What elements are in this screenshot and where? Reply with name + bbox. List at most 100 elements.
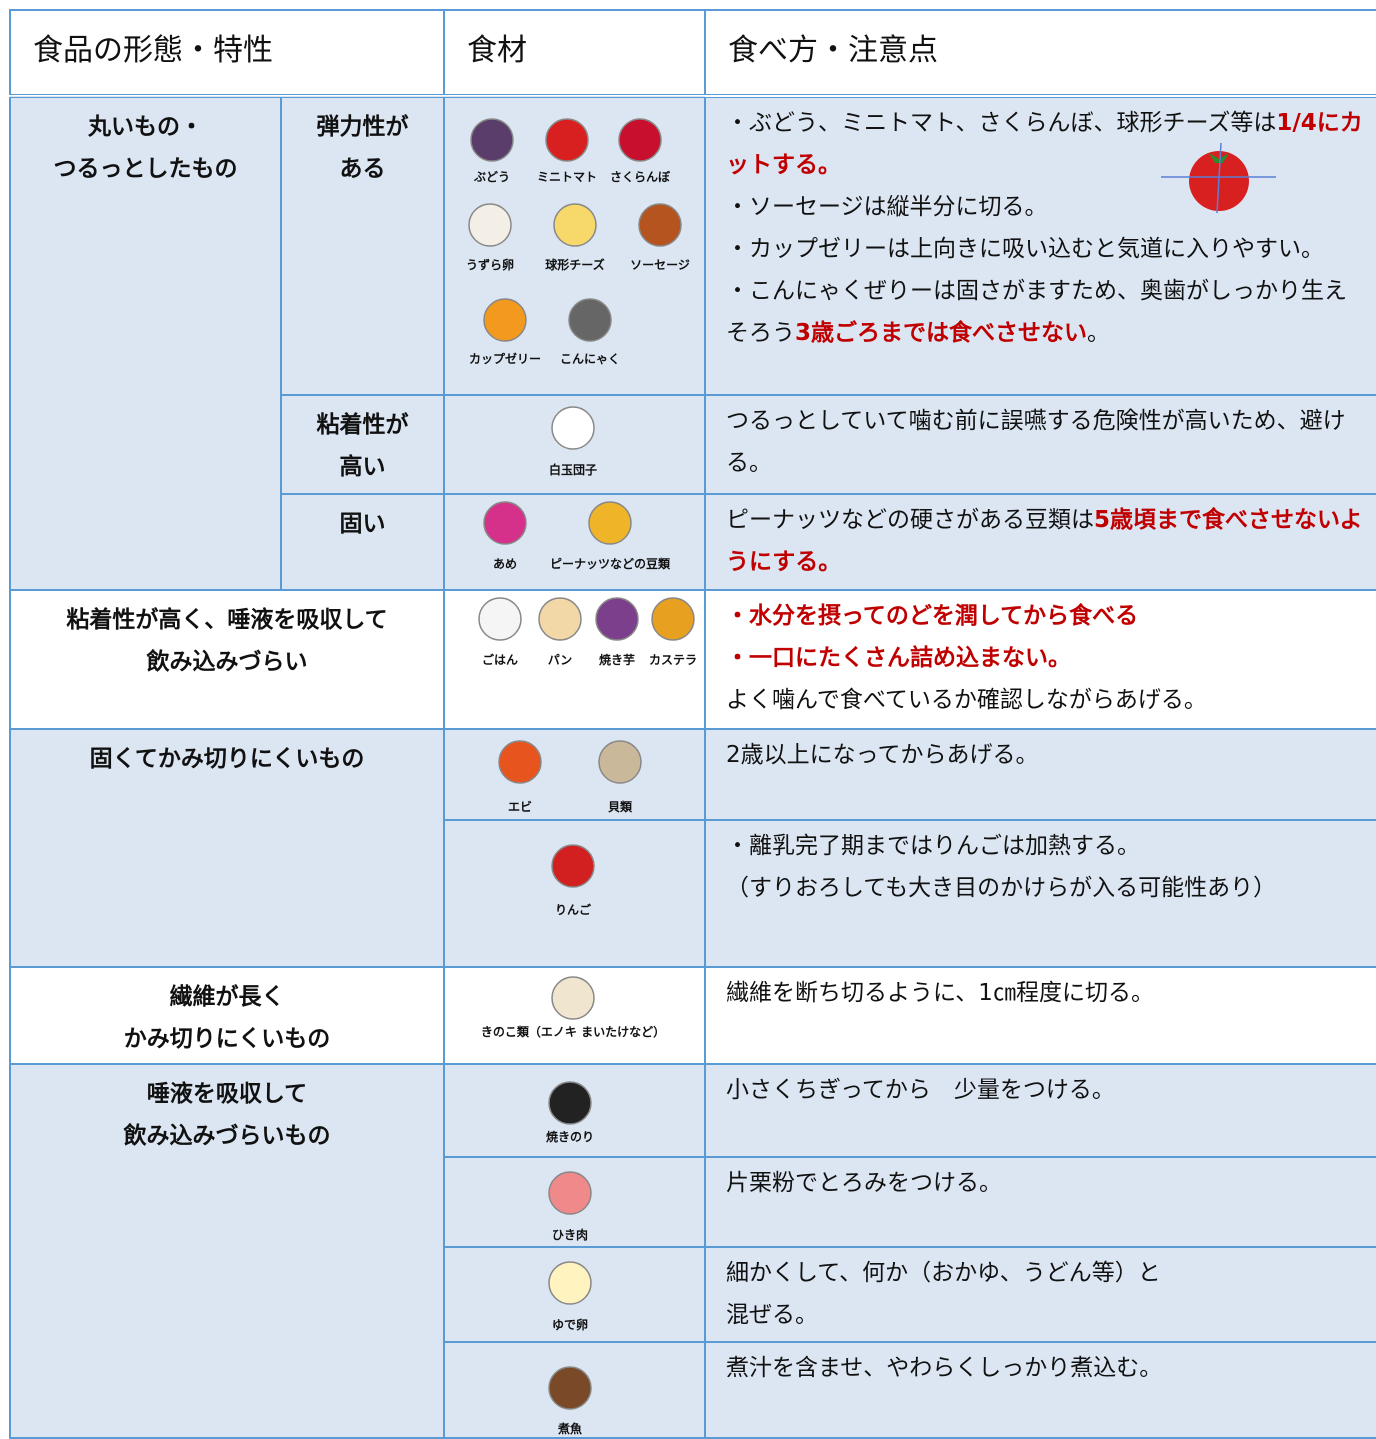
category-cell: 丸いもの・ つるっとしたもの <box>9 95 282 591</box>
food-cell: 焼きのり <box>443 1063 706 1158</box>
notes-cell: 細かくして、何か（おかゆ、うどん等）と 混ぜる。 <box>704 1246 1376 1343</box>
food-shape <box>598 740 642 784</box>
food-icon <box>595 597 639 641</box>
food-box: きのこ類（エノキ まいたけなど） <box>445 968 704 1063</box>
category-text: 唾液を吸収して <box>146 1081 308 1107</box>
food-cell: 白玉団子 <box>443 394 706 495</box>
notes-cell: 繊維を断ち切るように、1㎝程度に切る。 <box>704 966 1376 1065</box>
food-icon <box>538 597 582 641</box>
food-label: あめ <box>492 557 518 571</box>
category-cell: 固くてかみ切りにくいもの <box>9 728 445 968</box>
food-shape <box>548 1171 592 1215</box>
note-text: ・離乳完了期まではりんごは加熱する。 <box>726 833 1140 859</box>
property-cell: 固い <box>280 493 445 591</box>
note-paragraph: ・一口にたくさん詰め込まない。 <box>726 637 1365 679</box>
note-text: つるっとしていて噛む前に誤嚥する危険性が高いため、避ける。 <box>726 408 1346 476</box>
property-text: 高い <box>339 454 386 480</box>
food-label: 貝類 <box>607 800 633 814</box>
food-label: ミニトマト <box>536 170 598 184</box>
food-shape <box>483 298 527 342</box>
food-icon <box>468 203 512 247</box>
food-shape <box>548 1081 592 1125</box>
food-icon <box>478 597 522 641</box>
food-label: ピーナッツなどの豆類 <box>549 557 671 571</box>
category-text: 飲み込みづらい <box>146 649 308 675</box>
food-box: ぶどう ミニトマト さくらんぼ うずら卵 球形チーズ ソーセージ カップゼリー こんにゃく <box>445 98 704 394</box>
food-table: 食品の形態・特性 食材 食べ方・注意点 丸いもの・ つるっとしたもの 弾力性が あるぶ… <box>9 9 1376 1439</box>
section-row: 唾液を吸収して 飲み込みづらいもの 焼きのり 小さくちぎってから 少量をつける。 <box>9 1063 1376 1439</box>
food-shape <box>551 406 595 450</box>
food-cell: ゆで卵 <box>443 1246 706 1343</box>
section-row: 丸いもの・ つるっとしたもの 弾力性が ある ぶどう ミニトマト さくらんぼ うずら卵 球形チー… <box>9 95 1376 591</box>
food-icon <box>548 1366 592 1410</box>
note-text: 片栗粉でとろみをつける。 <box>726 1170 1002 1196</box>
notes-cell: 煮汁を含ませ、やわらくしっかり煮込む。 <box>704 1341 1376 1439</box>
note-paragraph: ・こんにゃくぜりーは固さがますため、奥歯がしっかり生えそろう3歳ごろまでは食べさ… <box>726 270 1365 354</box>
note-paragraph: 片栗粉でとろみをつける。 <box>726 1162 1365 1204</box>
food-shape <box>538 597 582 641</box>
note-text: 。 <box>1087 320 1111 346</box>
food-label: 球形チーズ <box>545 258 605 272</box>
food-icon <box>598 740 642 784</box>
note-paragraph: ・ぶどう、ミニトマト、さくらんぼ、球形チーズ等は1/4にカットする。 <box>726 102 1365 186</box>
food-label: さくらんぼ <box>609 170 671 184</box>
food-icon <box>568 298 612 342</box>
food-icon <box>548 1171 592 1215</box>
note-paragraph: ・水分を摂ってのどを潤してから食べる <box>726 595 1365 637</box>
note-emphasis: 1/4にカットする。 <box>726 110 1363 178</box>
note-emphasis: 5歳頃まで食べさせないようにする。 <box>726 507 1363 575</box>
food-icon <box>553 203 597 247</box>
note-emphasis: 3歳ごろまでは食べさせない <box>795 320 1088 346</box>
note-paragraph: ・カップゼリーは上向きに吸い込むと気道に入りやすい。 <box>726 228 1365 270</box>
notes-cell: ・離乳完了期まではりんごは加熱する。 （すりおろしても大き目のかけらが入る可能性あ… <box>704 819 1376 968</box>
note-emphasis: ・一口にたくさん詰め込まない。 <box>726 645 1071 671</box>
food-shape <box>618 118 662 162</box>
food-label: ぶどう <box>473 170 511 184</box>
note-text: ・カップゼリーは上向きに吸い込むと気道に入りやすい。 <box>726 236 1324 262</box>
food-icon <box>638 203 682 247</box>
food-shape <box>545 118 589 162</box>
food-cell: りんご <box>443 819 706 968</box>
category-cell: 粘着性が高く、唾液を吸収して 飲み込みづらい <box>9 589 445 730</box>
food-icon <box>545 118 589 162</box>
category-text: かみ切りにくいもの <box>123 1026 331 1052</box>
note-paragraph: 繊維を断ち切るように、1㎝程度に切る。 <box>726 972 1365 1014</box>
category-text: つるっとしたもの <box>53 156 238 182</box>
food-icon <box>483 501 527 545</box>
food-icon <box>548 1081 592 1125</box>
note-text: 煮汁を含ませ、やわらくしっかり煮込む。 <box>726 1355 1163 1381</box>
food-box: あめ ピーナッツなどの豆類 <box>445 495 704 589</box>
note-paragraph: 煮汁を含ませ、やわらくしっかり煮込む。 <box>726 1347 1365 1389</box>
property-text: 粘着性が <box>316 412 409 438</box>
note-text: ・ソーセージは縦半分に切る。 <box>726 194 1048 220</box>
food-label: 煮魚 <box>557 1422 583 1436</box>
food-label: こんにゃく <box>559 352 621 366</box>
food-label: ソーセージ <box>630 258 690 272</box>
food-shape <box>638 203 682 247</box>
food-cell: エビ 貝類 <box>443 728 706 821</box>
notes-cell: ・水分を摂ってのどを潤してから食べる ・一口にたくさん詰め込まない。 よく噛んで食べ… <box>704 589 1376 730</box>
food-shape <box>498 740 542 784</box>
food-box: ごはん パン 焼き芋 カステラ <box>445 591 704 728</box>
food-cell: あめ ピーナッツなどの豆類 <box>443 493 706 591</box>
section-row: 固いあめ ピーナッツなどの豆類 ピーナッツなどの硬さがある豆類は5歳頃まで食べさせな… <box>10 493 1376 591</box>
notes-cell: ピーナッツなどの硬さがある豆類は5歳頃まで食べさせないようにする。 <box>704 493 1376 591</box>
food-label: 焼きのり <box>545 1130 595 1144</box>
food-icon <box>551 844 595 888</box>
cut-tomato-illustration <box>1161 143 1276 213</box>
food-cell: きのこ類（エノキ まいたけなど） <box>443 966 706 1065</box>
note-text: （すりおろしても大き目のかけらが入る可能性あり） <box>726 875 1277 901</box>
food-label: きのこ類（エノキ まいたけなど） <box>480 1025 666 1039</box>
header-cell: 食材 <box>443 9 706 98</box>
note-text: ・こんにゃくぜりーは固さがますため、奥歯がしっかり生えそろう <box>726 278 1347 346</box>
property-cell: 弾力性が ある <box>280 95 445 396</box>
food-icon <box>588 501 632 545</box>
food-label: りんご <box>554 903 592 917</box>
note-text: 繊維を断ち切るように、1㎝程度に切る。 <box>726 980 1154 1006</box>
section-row: 粘着性が高く、唾液を吸収して 飲み込みづらい ごはん パン 焼き芋 カステラ ・水分を摂って… <box>9 589 1376 730</box>
food-icon <box>483 298 527 342</box>
food-icon <box>551 976 595 1020</box>
food-shape <box>548 1366 592 1410</box>
food-icon <box>618 118 662 162</box>
